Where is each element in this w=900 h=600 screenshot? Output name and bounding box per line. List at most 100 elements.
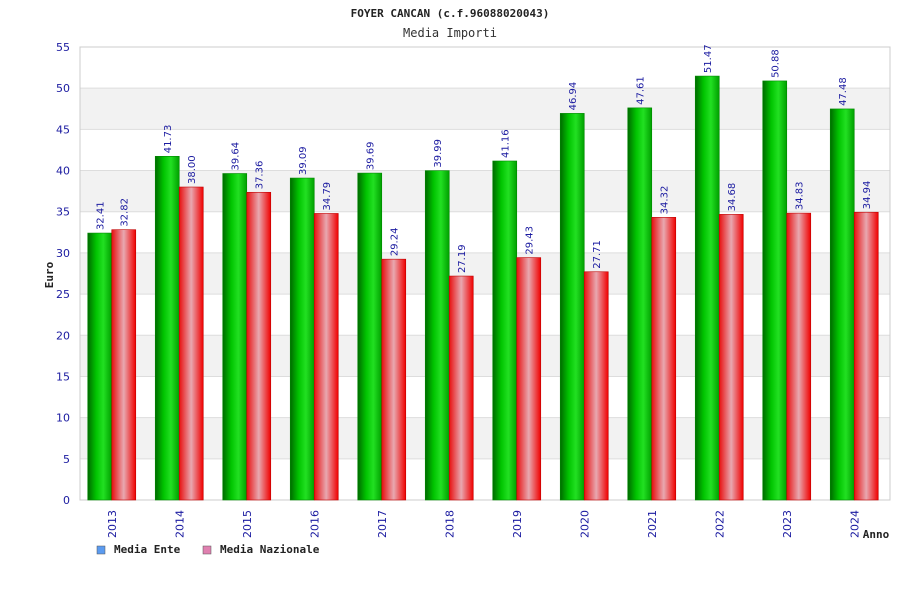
- plot-frame: [79, 46, 891, 501]
- x-tick-label-2021: 2021: [646, 510, 659, 538]
- grid-band: [80, 252, 890, 295]
- value-label-media-ente-2015: 39.64: [231, 142, 242, 171]
- value-label-media-nazionale-2013: 32.82: [120, 198, 131, 227]
- value-label-media-ente-2017: 39.69: [366, 141, 377, 170]
- bar-media-ente-2024: [829, 108, 855, 501]
- chart-subtitle: Media Importi: [403, 26, 497, 40]
- bar-media-ente-2022: [694, 75, 720, 501]
- bar-media-nazionale-2016: [313, 213, 339, 501]
- grid-band: [80, 211, 890, 253]
- bar-media-ente-2020: [559, 113, 585, 501]
- grid: [79, 46, 891, 501]
- y-tick-label: 0: [63, 494, 70, 507]
- x-tick-label-2015: 2015: [241, 510, 254, 538]
- chart-title: FOYER CANCAN (c.f.96088020043): [351, 7, 550, 20]
- bar-media-ente-2017: [357, 172, 383, 501]
- x-tick-label-2020: 2020: [578, 510, 591, 538]
- value-label-media-nazionale-2017: 29.24: [390, 228, 401, 257]
- y-tick-label: 55: [56, 41, 70, 54]
- y-axis-ticks: 0 5 10 15 20 25 30 35 40 45 50 55: [56, 41, 70, 507]
- grid-band: [80, 170, 890, 212]
- value-label-media-nazionale-2019: 29.43: [525, 226, 536, 255]
- grid-band: [80, 335, 890, 377]
- grid-band: [80, 294, 890, 336]
- x-tick-label-2018: 2018: [443, 510, 456, 538]
- value-label-media-nazionale-2024: 34.94: [862, 181, 873, 210]
- bar-media-ente-2023: [762, 80, 788, 501]
- grid-band: [80, 458, 890, 500]
- x-tick-label-2024: 2024: [848, 510, 861, 538]
- legend-swatch-media-nazionale: [202, 545, 212, 555]
- bar-media-nazionale-2021: [651, 217, 677, 501]
- y-axis-label: Euro: [43, 261, 56, 288]
- bar-media-nazionale-2024: [853, 211, 879, 501]
- value-label-media-ente-2024: 47.48: [838, 77, 849, 106]
- bar-media-ente-2019: [492, 160, 518, 501]
- value-label-media-ente-2013: 32.41: [96, 201, 107, 230]
- bar-media-nazionale-2018: [448, 275, 474, 501]
- x-tick-label-2017: 2017: [376, 510, 389, 538]
- bar-media-ente-2018: [424, 170, 450, 501]
- x-tick-label-2016: 2016: [308, 510, 321, 538]
- value-label-media-nazionale-2021: 34.32: [660, 186, 671, 215]
- value-label-media-ente-2014: 41.73: [163, 125, 174, 154]
- bar-media-nazionale-2023: [786, 212, 812, 501]
- y-tick-label: 10: [56, 412, 70, 425]
- bar-media-ente-2021: [627, 107, 653, 501]
- x-tick-label-2019: 2019: [511, 510, 524, 538]
- bar-media-ente-2013: [87, 232, 113, 501]
- value-label-media-nazionale-2023: 34.83: [795, 181, 806, 210]
- y-tick-label: 35: [56, 206, 70, 219]
- x-tick-label-2023: 2023: [781, 510, 794, 538]
- bar-media-nazionale-2017: [381, 258, 407, 501]
- bar-media-nazionale-2022: [718, 214, 744, 501]
- bar-media-nazionale-2020: [583, 271, 609, 501]
- legend-label-media-ente: Media Ente: [114, 543, 181, 556]
- grid-band: [80, 88, 890, 130]
- value-label-media-ente-2023: 50.88: [771, 49, 782, 78]
- value-label-media-ente-2020: 46.94: [568, 82, 579, 111]
- x-tick-label-2022: 2022: [713, 510, 726, 538]
- value-label-media-nazionale-2015: 37.36: [255, 161, 266, 190]
- bar-media-ente-2014: [154, 155, 180, 501]
- x-axis-label: Anno: [863, 528, 890, 541]
- y-tick-label: 5: [63, 453, 70, 466]
- y-tick-label: 25: [56, 288, 70, 301]
- value-label-media-nazionale-2016: 34.79: [322, 182, 333, 211]
- x-tick-label-2014: 2014: [173, 510, 186, 538]
- legend: Media Ente Media Nazionale: [96, 543, 320, 556]
- value-label-media-ente-2019: 41.16: [501, 129, 512, 158]
- grid-band: [80, 129, 890, 171]
- grid-band: [80, 376, 890, 418]
- value-label-media-nazionale-2020: 27.71: [592, 240, 603, 269]
- legend-swatch-media-ente: [96, 545, 106, 555]
- bar-media-nazionale-2014: [178, 186, 204, 501]
- y-tick-label: 50: [56, 82, 70, 95]
- bar-media-ente-2015: [222, 173, 248, 501]
- y-tick-label: 45: [56, 123, 70, 136]
- x-axis-ticks: 2013 2014 2015 2016 2017 2018 2019 2020 2021 2022…: [106, 510, 862, 538]
- value-label-media-nazionale-2018: 27.19: [457, 244, 468, 273]
- value-label-media-ente-2018: 39.99: [433, 139, 444, 168]
- value-label-media-nazionale-2022: 34.68: [727, 183, 738, 212]
- grid-band: [80, 47, 890, 89]
- bar-media-nazionale-2013: [111, 229, 137, 501]
- value-label-media-nazionale-2014: 38.00: [187, 155, 198, 184]
- y-tick-label: 15: [56, 370, 70, 383]
- value-label-media-ente-2021: 47.61: [636, 76, 647, 105]
- grid-band: [80, 417, 890, 459]
- y-tick-label: 20: [56, 329, 70, 342]
- value-label-media-ente-2022: 51.47: [703, 44, 714, 73]
- value-label-media-ente-2016: 39.09: [298, 146, 309, 175]
- bar-media-ente-2016: [289, 177, 315, 501]
- bars: [87, 75, 879, 501]
- value-labels: 32.41 32.82 41.73 38.00 39.64 37.36 39.09 34.79…: [96, 44, 874, 273]
- y-tick-label: 30: [56, 247, 70, 260]
- x-tick-label-2013: 2013: [106, 510, 119, 538]
- y-tick-label: 40: [56, 165, 70, 178]
- bar-media-nazionale-2015: [246, 191, 272, 501]
- bar-media-nazionale-2019: [516, 257, 542, 501]
- legend-label-media-nazionale: Media Nazionale: [220, 543, 320, 556]
